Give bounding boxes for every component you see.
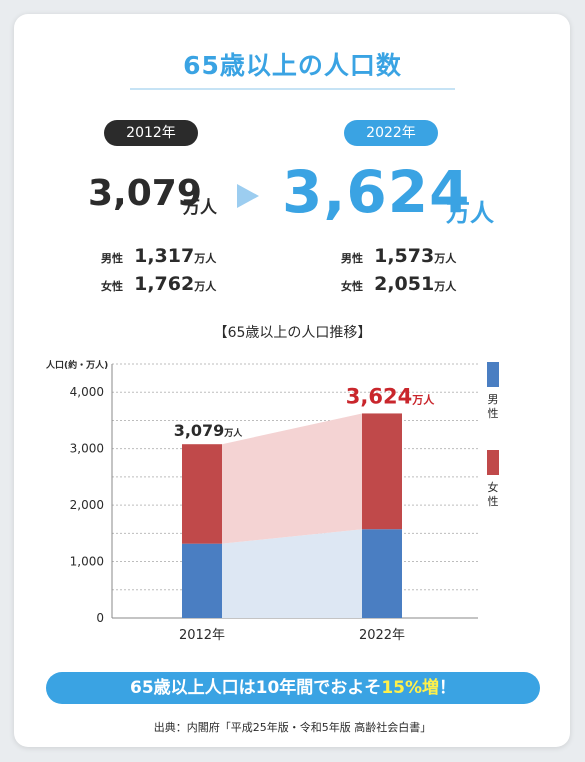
y-tick-label: 1,000	[70, 555, 104, 569]
year-badge-2012: 2012年	[104, 120, 198, 146]
y-tick-label: 0	[96, 611, 104, 625]
female-row-2022: 女性 2,051万人	[341, 273, 456, 295]
bar-female	[362, 413, 402, 530]
y-axis-label: 人口(約・万人)	[45, 359, 108, 371]
male-label-2022: 男性	[341, 252, 363, 265]
total-label-value: 3,624	[346, 384, 412, 408]
male-value-2022: 1,573	[374, 245, 435, 267]
banner-suffix: ！	[439, 678, 457, 698]
total-label-value: 3,079	[174, 421, 225, 440]
connector-layer	[222, 413, 362, 618]
bar-female	[182, 444, 222, 544]
female-value-2012: 1,762	[134, 273, 195, 295]
male-row-2012: 男性 1,317万人	[101, 245, 216, 267]
legend-swatch-female	[487, 450, 499, 475]
banner-highlight: 15%増	[381, 678, 440, 698]
legend-label: 女	[488, 480, 499, 494]
female-label-2012: 女性	[101, 280, 123, 293]
year-badge-2022: 2022年	[344, 120, 438, 146]
female-connector	[222, 413, 362, 544]
grid-layer	[111, 363, 478, 619]
male-connector	[222, 529, 362, 618]
legend-swatch-male	[487, 362, 499, 387]
legend-label: 性	[488, 406, 499, 420]
bar-male	[182, 543, 222, 618]
female-value-2022: 2,051	[374, 273, 435, 295]
total-unit-2022: 万人	[446, 199, 494, 227]
legend-label: 男	[488, 393, 499, 406]
banner-text: 65歳以上人口は10年間でおよそ	[129, 678, 382, 698]
chart-title: 【65歳以上の人口推移】	[213, 325, 372, 341]
total-label-unit: 万人	[223, 427, 243, 439]
total-label: 3,079万人	[174, 421, 244, 440]
female-unit-2022: 万人	[434, 280, 457, 293]
male-unit-2012: 万人	[194, 252, 217, 265]
x-tick-label: 2022年	[359, 628, 405, 643]
total-label: 3,624万人	[346, 384, 435, 408]
bar-layer	[182, 413, 402, 618]
page-title: 65歳以上の人口数	[183, 51, 402, 80]
female-label-2022: 女性	[341, 280, 363, 293]
source-note: 出典：内閣府「平成25年版・令和5年版 高齢社会白書」	[153, 721, 432, 734]
summary-banner: 65歳以上人口は10年間でおよそ15%増！	[46, 672, 540, 704]
y-tick-label: 2,000	[70, 498, 104, 512]
total-2022: 3,624	[282, 158, 471, 226]
y-tick-label: 3,000	[70, 442, 104, 456]
male-label-2012: 男性	[101, 252, 123, 265]
female-unit-2012: 万人	[194, 280, 217, 293]
total-unit-2012: 万人	[183, 198, 217, 218]
total-label-unit: 万人	[411, 392, 435, 406]
title-divider	[130, 88, 455, 90]
male-row-2022: 男性 1,573万人	[341, 245, 456, 267]
y-tick-label: 4,000	[70, 385, 104, 399]
legend-label: 性	[488, 494, 499, 508]
arrow-right-icon	[237, 184, 259, 208]
male-unit-2022: 万人	[434, 252, 457, 265]
male-value-2012: 1,317	[134, 245, 195, 267]
tick-layer: 0 1,000 2,000 3,000 4,000 2012年 2022年	[70, 385, 405, 643]
total-2012: 3,079	[88, 173, 202, 214]
x-tick-label: 2012年	[179, 628, 225, 643]
bar-male	[362, 529, 402, 618]
female-row-2012: 女性 1,762万人	[101, 273, 216, 295]
